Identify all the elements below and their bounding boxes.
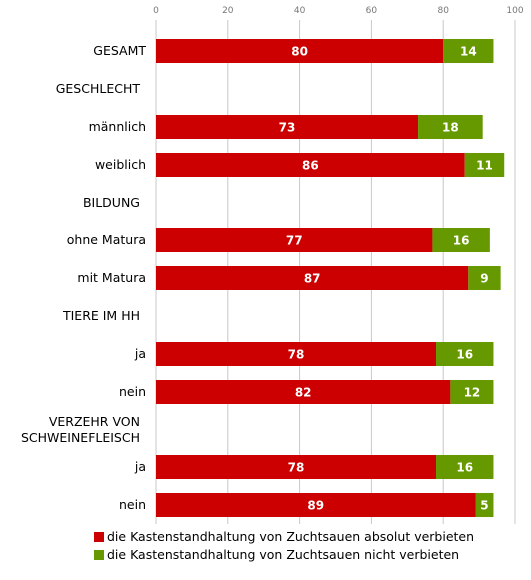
bar-value-label: 16 <box>456 461 473 475</box>
bar-value-label: 16 <box>453 234 470 248</box>
bar-segment-nicht-verbieten <box>443 39 494 63</box>
bar-segment-verbieten <box>156 153 465 177</box>
bar-value-label: 18 <box>442 121 459 135</box>
category-label: nein <box>119 384 146 399</box>
bar-segment-verbieten <box>156 493 476 517</box>
group-header-line: VERZEHR VON <box>49 414 140 429</box>
bar-value-label: 11 <box>476 159 493 173</box>
legend: die Kastenstandhaltung von Zuchtsauen ab… <box>94 529 474 562</box>
x-tick-label: 20 <box>222 6 234 16</box>
group-header-label: TIERE IM HH <box>62 308 140 323</box>
bar-value-label: 77 <box>286 234 303 248</box>
bar-segment-nicht-verbieten <box>468 266 501 290</box>
bar-value-label: 73 <box>279 121 296 135</box>
bar-value-label: 89 <box>307 499 324 513</box>
bar-value-label: 14 <box>460 45 477 59</box>
bar-value-label: 78 <box>288 348 305 362</box>
x-tick-label: 40 <box>294 6 306 16</box>
bar-segment-verbieten <box>156 115 419 139</box>
category-label: ohne Matura <box>67 232 146 247</box>
bar-value-label: 80 <box>291 45 308 59</box>
bar-segment-verbieten <box>156 39 444 63</box>
group-header-line: BILDUNG <box>83 195 140 210</box>
bars: 80 14 73 18 86 11 77 16 87 9 78 16 82 12 78 16 89 5 <box>156 39 505 517</box>
bar-segment-nicht-verbieten <box>418 115 483 139</box>
bar-value-label: 87 <box>304 272 321 286</box>
group-header-label: BILDUNG <box>83 195 140 210</box>
bar-segment-nicht-verbieten <box>464 153 505 177</box>
category-labels: GESAMT GESCHLECHT männlich weiblich BILDUNG o… <box>21 43 146 512</box>
bar-segment-verbieten <box>156 342 437 366</box>
x-tick-label: 60 <box>366 6 378 16</box>
bar-segment-nicht-verbieten <box>450 380 494 404</box>
bar-segment-verbieten <box>156 455 437 479</box>
bar-segment-verbieten <box>156 266 469 290</box>
group-header-label: VERZEHR VON SCHWEINEFLEISCH <box>21 414 140 445</box>
category-label: männlich <box>89 119 146 134</box>
category-label: mit Matura <box>77 270 146 285</box>
bar-segment-nicht-verbieten <box>475 493 494 517</box>
bar-segment-nicht-verbieten <box>432 228 490 252</box>
x-axis-ticks: 0 20 40 60 80 100 <box>153 6 524 16</box>
bar-value-label: 16 <box>456 348 473 362</box>
legend-swatch-nicht-verbieten <box>94 550 104 560</box>
category-label: GESAMT <box>93 43 146 58</box>
x-tick-label: 80 <box>437 6 449 16</box>
x-tick-label: 100 <box>506 6 523 16</box>
bar-segment-nicht-verbieten <box>436 342 494 366</box>
group-header-line: TIERE IM HH <box>62 308 140 323</box>
bar-value-label: 78 <box>288 461 305 475</box>
category-label: ja <box>134 459 146 474</box>
bar-segment-verbieten <box>156 228 433 252</box>
bar-segment-verbieten <box>156 380 451 404</box>
legend-swatch-verbieten <box>94 532 104 542</box>
legend-label-nicht-verbieten: die Kastenstandhaltung von Zuchtsauen ni… <box>107 547 459 562</box>
category-label: weiblich <box>95 157 146 172</box>
bar-value-label: 86 <box>302 159 319 173</box>
group-header-line: SCHWEINEFLEISCH <box>21 430 140 445</box>
bar-value-label: 5 <box>480 499 488 513</box>
category-label: nein <box>119 497 146 512</box>
group-header-line: GESCHLECHT <box>56 81 141 96</box>
legend-label-verbieten: die Kastenstandhaltung von Zuchtsauen ab… <box>107 529 474 544</box>
category-label: ja <box>134 346 146 361</box>
x-tick-label: 0 <box>153 6 159 16</box>
bar-value-label: 12 <box>464 386 481 400</box>
bar-value-label: 82 <box>295 386 312 400</box>
bar-segment-nicht-verbieten <box>436 455 494 479</box>
bar-value-label: 9 <box>480 272 488 286</box>
group-header-label: GESCHLECHT <box>56 81 141 96</box>
